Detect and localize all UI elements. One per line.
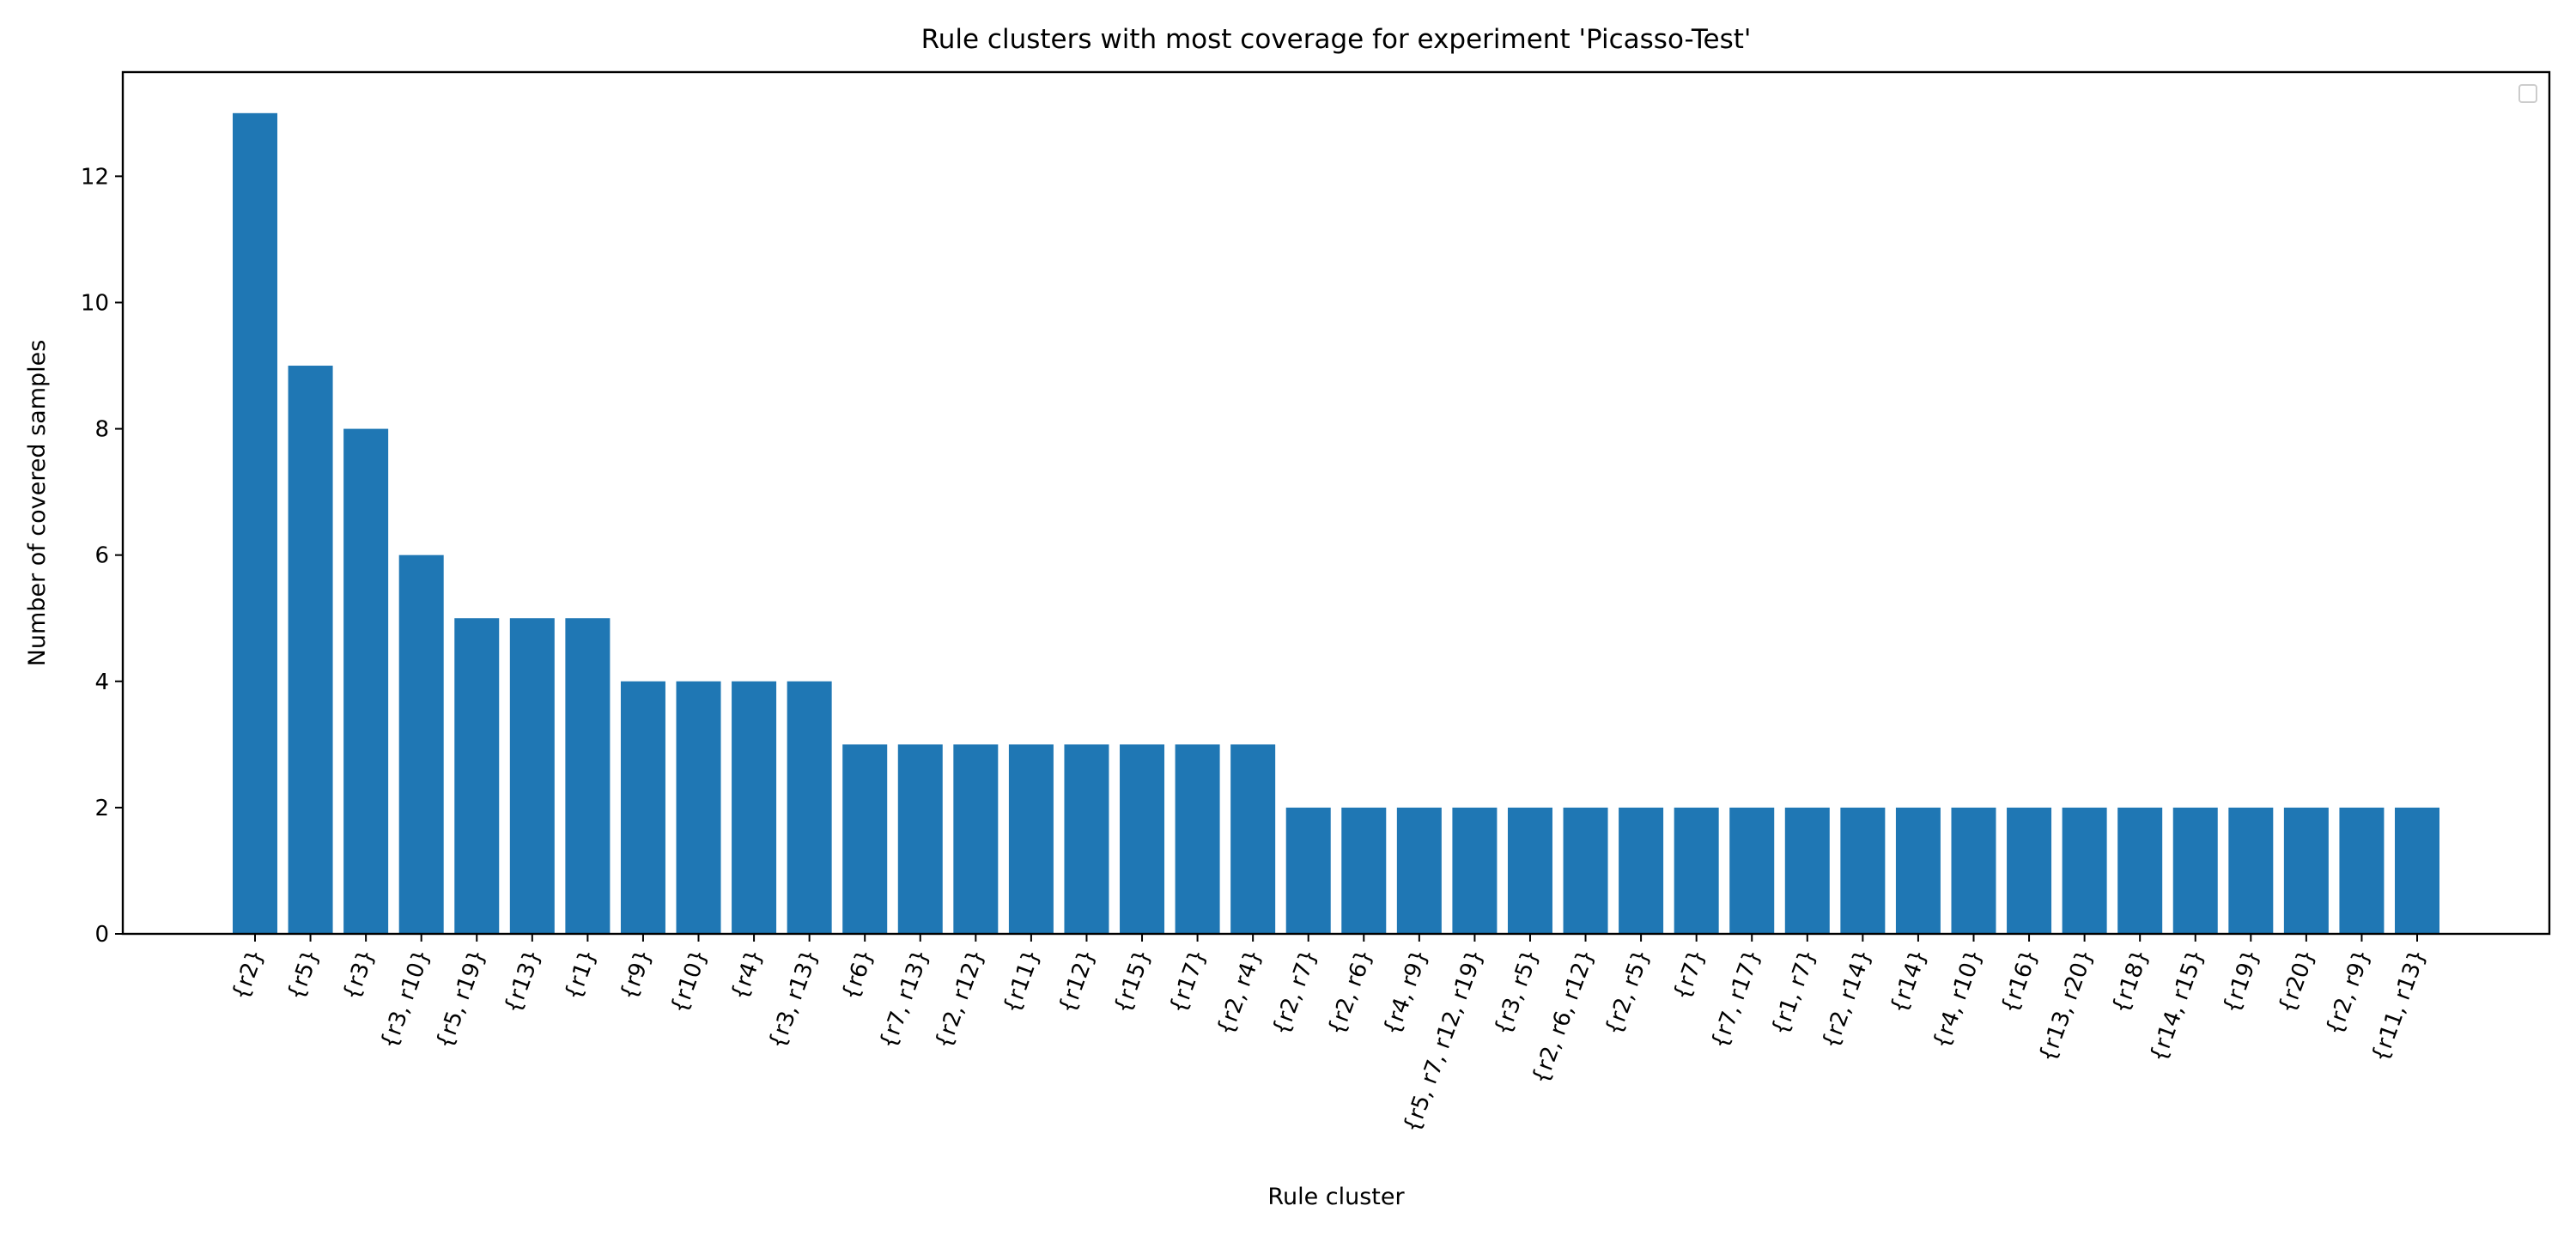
- bar: [2007, 807, 2052, 934]
- x-tick-label: {r2, r7}: [1268, 946, 1323, 1039]
- x-tick-label: {r13}: [500, 946, 546, 1016]
- bar: [2228, 807, 2274, 934]
- x-tick-label: {r5, r19}: [431, 946, 490, 1052]
- x-tick-label: {r18}: [2107, 946, 2154, 1016]
- bar: [787, 681, 832, 934]
- bar: [1784, 807, 1830, 934]
- x-tick-label: {r2, r12}: [930, 946, 989, 1052]
- x-tick-label: {r4}: [726, 946, 769, 1003]
- y-tick-label: 8: [94, 417, 109, 443]
- bar: [1452, 807, 1498, 934]
- x-tick-label: {r11}: [999, 946, 1045, 1016]
- x-tick-label: {r7, r17}: [1706, 946, 1765, 1052]
- x-tick-label: {r4, r9}: [1379, 946, 1434, 1039]
- x-tick-label: {r3, r10}: [376, 946, 435, 1052]
- bar: [1507, 807, 1552, 934]
- x-tick-label: {r1}: [560, 946, 602, 1003]
- bar: [2172, 807, 2218, 934]
- bar: [953, 744, 999, 934]
- x-tick-label: {r4, r10}: [1929, 946, 1988, 1052]
- bar: [454, 618, 500, 934]
- bar: [1230, 744, 1276, 934]
- x-tick-label: {r7}: [1668, 946, 1710, 1003]
- x-axis: {r2} {r5} {r3}{r3, r10}{r5, r19} {r13} {r1} {…: [228, 934, 2432, 1136]
- chart-title: Rule clusters with most coverage for exp…: [921, 24, 1752, 55]
- x-tick-label: {r20}: [2274, 946, 2320, 1016]
- legend-box: [2518, 84, 2537, 103]
- bar: [1396, 807, 1442, 934]
- y-tick-label: 2: [94, 796, 109, 821]
- x-tick-label: {r11, r13}: [2366, 946, 2431, 1065]
- y-tick-label: 4: [94, 670, 109, 695]
- bar: [2395, 807, 2439, 934]
- x-tick-label: {r15}: [1109, 946, 1156, 1016]
- bar: [1674, 807, 1719, 934]
- bar: [1951, 807, 1996, 934]
- bar: [1120, 744, 1165, 934]
- bar: [2062, 807, 2107, 934]
- bar: [2283, 807, 2329, 934]
- x-tick-label: {r17}: [1165, 946, 1212, 1016]
- bar: [343, 428, 389, 935]
- y-tick-label: 10: [81, 290, 109, 316]
- y-axis-title: Number of covered samples: [24, 340, 51, 667]
- bar: [732, 681, 777, 934]
- plot-frame: [121, 70, 2551, 936]
- x-tick-label: {r3}: [338, 946, 380, 1003]
- x-tick-label: {r10}: [666, 946, 713, 1016]
- x-tick-label: {r19}: [2218, 946, 2264, 1016]
- bar: [842, 744, 888, 934]
- bar: [1619, 807, 1664, 934]
- y-tick-label: 12: [81, 164, 109, 190]
- bar: [1285, 807, 1331, 934]
- x-tick-label: {r5}: [283, 946, 325, 1003]
- y-tick-label: 6: [94, 543, 109, 569]
- x-tick-label: {r14}: [1886, 946, 1932, 1016]
- bar: [897, 744, 943, 934]
- x-tick-label: {r13, r20}: [2034, 946, 2099, 1065]
- bar: [1563, 807, 1608, 934]
- bar: [565, 618, 611, 934]
- bar: [1064, 744, 1109, 934]
- bar: [398, 554, 444, 934]
- bar: [676, 681, 721, 934]
- x-tick-label: {r2}: [228, 946, 270, 1003]
- x-tick-label: {r12}: [1054, 946, 1101, 1016]
- bar: [288, 366, 333, 934]
- bar: [509, 618, 555, 934]
- bar: [1341, 807, 1387, 934]
- x-tick-label: {r2, r14}: [1817, 946, 1876, 1052]
- x-tick-label: {r16}: [1996, 946, 2043, 1016]
- x-tick-label: {r7, r13}: [875, 946, 934, 1052]
- bar: [620, 681, 665, 934]
- y-axis: 0 2 4 6 8 10 12: [81, 164, 123, 948]
- x-tick-label: {r3, r5}: [1490, 946, 1545, 1039]
- x-tick-label: {r2, r5}: [1601, 946, 1656, 1039]
- x-tick-label: {r3, r13}: [764, 946, 823, 1052]
- bar: [233, 112, 277, 934]
- y-tick-label: 0: [94, 922, 109, 948]
- x-tick-label: {r9}: [616, 946, 658, 1003]
- bar: [1175, 744, 1220, 934]
- bar: [2117, 807, 2163, 934]
- x-tick-label: {r6}: [837, 946, 879, 1003]
- x-tick-label: {r1, r7}: [1767, 946, 1822, 1039]
- x-tick-label: {r14, r15}: [2145, 946, 2209, 1065]
- bar: [1008, 744, 1054, 934]
- x-axis-title: Rule cluster: [1267, 1184, 1405, 1210]
- bar: [1895, 807, 1941, 934]
- bar: [1840, 807, 1886, 934]
- x-tick-label: {r2, r9}: [2321, 946, 2376, 1039]
- bar: [1729, 807, 1775, 934]
- x-tick-label: {r2, r4}: [1212, 946, 1267, 1039]
- bar: [2339, 807, 2385, 934]
- x-tick-label: {r2, r6}: [1323, 946, 1378, 1039]
- bars-layer: [233, 112, 2439, 935]
